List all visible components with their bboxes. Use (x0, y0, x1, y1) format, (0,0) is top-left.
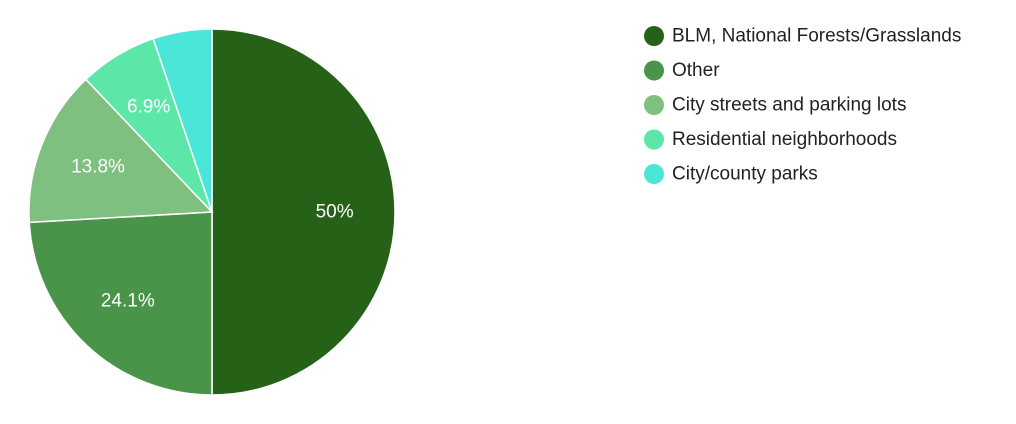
legend-label-2: City streets and parking lots (672, 95, 906, 116)
legend-item-1: Other (644, 60, 720, 81)
legend-item-2: City streets and parking lots (644, 95, 906, 116)
legend-label-0: BLM, National Forests/Grasslands (672, 26, 961, 47)
legend-label-1: Other (672, 60, 720, 81)
legend-item-4: City/county parks (644, 164, 818, 185)
pie-slice-label-1: 24.1% (101, 291, 155, 312)
legend: BLM, National Forests/Grasslands Other Cit… (644, 26, 961, 185)
legend-swatch-2 (644, 95, 664, 115)
legend-swatch-1 (644, 60, 664, 81)
pie-slice-label-3: 6.9% (127, 97, 170, 118)
pie-slice-labels: 50% 24.1% 13.8% 6.9% (71, 97, 354, 312)
pie-slice-2 (28, 78, 214, 224)
legend-swatch-3 (644, 129, 664, 150)
pie-slice-1 (28, 211, 213, 396)
pie-slice-label-0: 50% (316, 202, 354, 223)
legend-swatch-4 (644, 164, 664, 184)
pie-slices (28, 28, 396, 396)
legend-label-4: City/county parks (672, 164, 818, 185)
legend-label-3: Residential neighborhoods (672, 129, 897, 150)
pie-slice-label-2: 13.8% (71, 156, 125, 177)
legend-item-0: BLM, National Forests/Grasslands (644, 26, 961, 47)
legend-item-3: Residential neighborhoods (644, 129, 897, 150)
pie-slice-0 (211, 28, 396, 396)
pie-slice-4 (152, 28, 213, 213)
legend-swatch-0 (644, 26, 664, 46)
